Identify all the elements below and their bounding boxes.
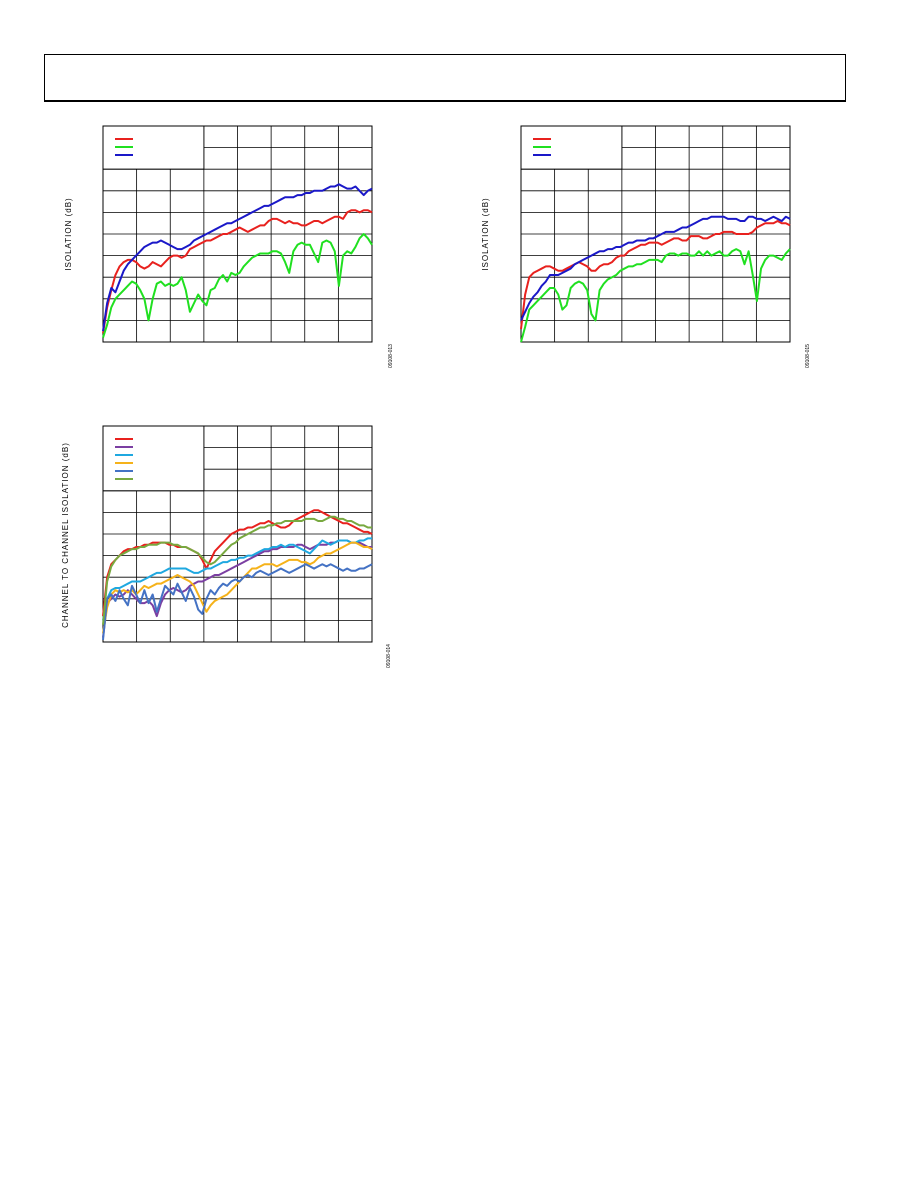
chart-lines	[102, 509, 373, 640]
series-line-3	[102, 541, 373, 634]
chart-legend	[115, 138, 133, 156]
plot-frame	[520, 125, 791, 343]
series-line-2	[102, 537, 372, 621]
chart-isolation-right	[520, 125, 791, 343]
chart-lines	[520, 215, 791, 343]
chart-legend	[115, 438, 133, 480]
series-line-4	[102, 563, 373, 640]
series-line-1	[102, 233, 373, 338]
chart-2-figure-id: 09108-014	[386, 644, 392, 668]
series-line-2	[102, 183, 373, 332]
chart-1-figure-id: 09108-015	[805, 344, 811, 368]
series-line-5	[102, 515, 372, 625]
series-line-2	[520, 215, 791, 321]
chart-2-ylabel: CHANNEL TO CHANNEL ISOLATION (dB)	[61, 442, 70, 628]
chart-lines	[102, 183, 373, 338]
series-line-0	[520, 220, 791, 330]
chart-0-figure-id: 09108-013	[388, 344, 394, 368]
chart-channel-isolation	[102, 425, 373, 643]
series-line-0	[102, 209, 373, 334]
chart-grid	[102, 425, 373, 643]
plot-frame	[102, 125, 373, 343]
chart-0-ylabel: ISOLATION (dB)	[64, 197, 73, 270]
chart-grid	[102, 125, 373, 343]
chart-legend	[533, 138, 551, 156]
chart-1-ylabel: ISOLATION (dB)	[481, 197, 490, 270]
page-header-box	[44, 54, 846, 102]
series-line-1	[520, 248, 791, 343]
chart-grid	[520, 125, 791, 343]
chart-isolation-left	[102, 125, 373, 343]
